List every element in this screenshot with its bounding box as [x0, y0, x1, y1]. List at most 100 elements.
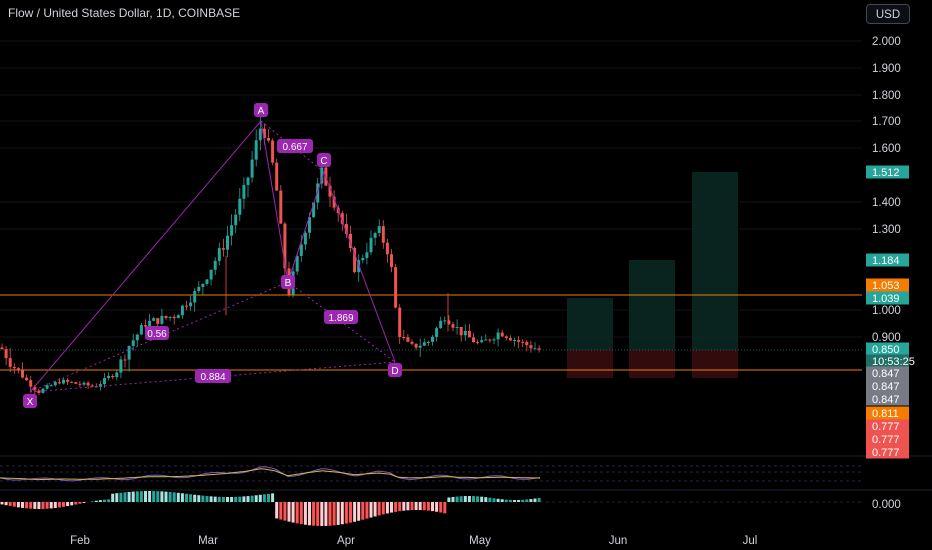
- macd-histogram-bar: [8, 502, 12, 506]
- candle-body: [275, 162, 279, 191]
- candle-body: [21, 370, 24, 378]
- macd-histogram-bar: [258, 494, 262, 502]
- price-label-text: 0.777: [872, 421, 900, 433]
- candle-body: [422, 342, 426, 346]
- candle-body: [103, 378, 106, 385]
- candle-body: [33, 386, 37, 391]
- candle-body: [349, 233, 352, 249]
- candle-body: [62, 379, 65, 384]
- candle-body: [135, 334, 139, 341]
- macd-histogram-bar: [299, 502, 303, 525]
- macd-histogram-bar: [303, 502, 307, 525]
- candle-body: [365, 252, 369, 259]
- macd-histogram-bar: [357, 502, 361, 521]
- macd-histogram-bar: [381, 502, 385, 515]
- time-axis[interactable]: Feb Mar Apr May Jun Jul: [70, 535, 757, 547]
- candle-body: [283, 223, 287, 269]
- macd-histogram-bar: [66, 502, 70, 507]
- macd-histogram-bar: [422, 502, 426, 511]
- macd-histogram-bar: [472, 496, 475, 502]
- macd-histogram-bar: [459, 496, 463, 502]
- candle-body: [217, 248, 221, 261]
- candle-body: [205, 279, 209, 284]
- price-tick-label: 1.800: [872, 90, 901, 102]
- price-tick-label: 1.000: [872, 305, 901, 317]
- macd-histogram-bar: [53, 502, 57, 509]
- price-label-text: 0.777: [872, 447, 900, 459]
- macd-histogram-bar: [480, 496, 484, 502]
- macd-histogram-bar: [394, 502, 398, 512]
- candle-body: [332, 196, 336, 208]
- macd-histogram-bar: [262, 494, 266, 502]
- candle-body: [463, 330, 467, 336]
- candle-body: [8, 358, 12, 367]
- price-label-text: 0.847: [872, 394, 900, 406]
- candle-body: [303, 232, 307, 245]
- time-tick-label: Apr: [337, 535, 355, 547]
- currency-button[interactable]: USD: [866, 4, 910, 24]
- macd-histogram-bar: [148, 491, 152, 502]
- pattern-ratio-label: 1.869: [328, 313, 353, 324]
- price-tick-label: 1.300: [872, 224, 901, 236]
- macd-histogram-bar: [29, 502, 33, 509]
- macd-histogram-bar: [12, 502, 16, 507]
- candle-body: [123, 359, 127, 361]
- macd-histogram-bar: [484, 497, 488, 502]
- macd-histogram-bar: [103, 499, 106, 502]
- candle-body: [49, 385, 53, 387]
- macd-histogram-bar: [267, 493, 270, 502]
- candle-body: [377, 226, 381, 234]
- macd-histogram-bar: [521, 499, 525, 502]
- pattern-ratio-marker: [145, 326, 169, 340]
- candle-body: [381, 226, 385, 243]
- price-axis[interactable]: 2.000 1.900 1.800 1.700 1.600 1.400 1.300 1.000…: [872, 36, 901, 511]
- macd-histogram-bar: [295, 502, 299, 524]
- macd-histogram-bar: [234, 496, 238, 502]
- macd-histogram-bar: [275, 502, 279, 519]
- price-tick-label: 0.000: [872, 499, 901, 511]
- candle-body: [426, 341, 430, 343]
- candle-body: [189, 302, 193, 307]
- candle-body: [517, 340, 521, 342]
- macd-histogram-bar: [426, 502, 430, 511]
- macd-histogram-bar: [226, 496, 229, 502]
- macd-histogram-bar: [377, 502, 381, 516]
- candle-body: [201, 283, 205, 287]
- harmonic-pattern[interactable]: X A B C D 0.667 1.869 0.884 0.56: [23, 103, 402, 408]
- price-label-text: 0.847: [872, 368, 900, 380]
- macd-histogram-bar: [135, 491, 139, 502]
- candle-body: [361, 258, 365, 261]
- candle-body: [390, 254, 393, 268]
- candle-body: [66, 379, 70, 382]
- price-label-box: [866, 419, 909, 433]
- candle-body: [308, 217, 311, 233]
- macd-histogram-bar: [537, 498, 541, 502]
- pattern-point-marker: [254, 103, 268, 117]
- macd-histogram-bar: [320, 502, 324, 526]
- candle-body: [385, 242, 389, 255]
- macd-histogram-bar: [431, 502, 434, 512]
- macd-histogram-bar: [127, 491, 131, 502]
- candle-body: [238, 198, 242, 215]
- pattern-point-marker: [281, 275, 295, 289]
- macd-histogram-bar: [344, 502, 348, 524]
- price-tick-label: 1.400: [872, 197, 901, 209]
- pattern-line: [260, 120, 289, 283]
- candle-body: [267, 138, 270, 141]
- macd-histogram-bar: [283, 502, 287, 521]
- macd-histogram-bar: [201, 495, 205, 502]
- candle-body: [53, 382, 57, 386]
- price-tick-label: 1.700: [872, 116, 901, 128]
- macd-histogram-bar: [316, 502, 320, 526]
- candle-body: [480, 340, 484, 343]
- price-label-box: [866, 366, 909, 380]
- macd-histogram-bar: [193, 494, 197, 502]
- macd-histogram-bar: [340, 502, 344, 525]
- candle-body: [443, 320, 447, 322]
- candle-body: [25, 377, 29, 381]
- macd-histogram-bar: [451, 496, 455, 502]
- candle-body: [37, 390, 41, 393]
- candle-body: [525, 341, 529, 346]
- candle-body: [328, 185, 332, 197]
